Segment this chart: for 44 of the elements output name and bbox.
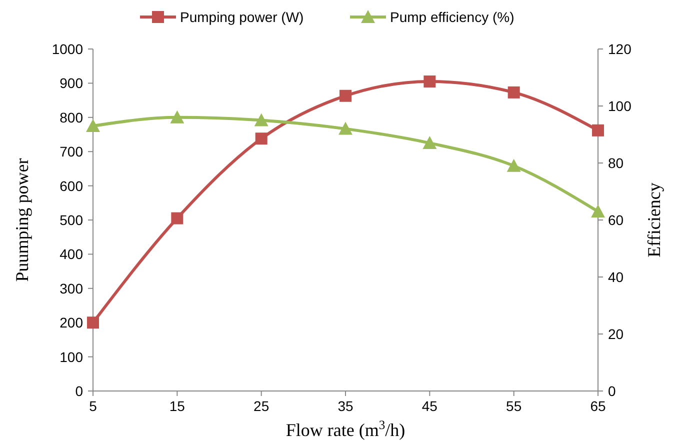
- point: [340, 90, 352, 102]
- point: [591, 204, 605, 218]
- x-tick-label: 45: [422, 398, 438, 414]
- y2-tick-label: 0: [608, 383, 616, 399]
- legend-label: Pump efficiency (%): [390, 9, 514, 25]
- y-tick-label: 400: [60, 246, 84, 262]
- y2-tick-label: 80: [608, 155, 624, 171]
- y-tick-label: 600: [60, 178, 84, 194]
- point: [338, 122, 352, 135]
- y2-tick-label: 100: [608, 98, 632, 114]
- x-tick-label: 55: [506, 398, 522, 414]
- x-tick-label: 65: [590, 398, 606, 414]
- point: [87, 316, 99, 329]
- x-tick-label: 25: [254, 398, 270, 414]
- point: [255, 132, 268, 145]
- x-tick-label: 35: [338, 398, 354, 414]
- y-tick-label: 900: [60, 75, 84, 92]
- y2-tick-label: 120: [608, 41, 632, 57]
- y-axis-title: Puumping power: [12, 158, 32, 282]
- point: [592, 124, 604, 136]
- y-tick-label: 700: [60, 144, 84, 160]
- point: [170, 110, 184, 124]
- point: [508, 86, 520, 98]
- y-tick-label: 100: [60, 348, 84, 365]
- x-tick-label: 15: [169, 398, 186, 414]
- y-tick-label: 200: [60, 314, 84, 331]
- y2-tick-label: 60: [608, 212, 624, 228]
- y-tick-label: 300: [60, 280, 84, 296]
- point: [254, 113, 268, 126]
- y2-tick-label: 40: [608, 269, 624, 285]
- x-tick-label: 5: [89, 398, 98, 414]
- point: [424, 75, 436, 88]
- y2-axis-title: Efficiency: [644, 182, 664, 258]
- y-tick-label: 0: [75, 383, 84, 399]
- point: [171, 212, 184, 224]
- legend-label: Pumping power (W): [180, 9, 304, 25]
- y2-tick-label: 20: [608, 326, 624, 342]
- y-tick-label: 1000: [52, 41, 84, 57]
- x-axis-title: Flow rate (m$^{3}$/h): [286, 418, 406, 440]
- point: [86, 118, 100, 132]
- y-tick-label: 500: [60, 212, 84, 228]
- point: [422, 136, 437, 150]
- y-tick-label: 800: [60, 109, 84, 126]
- point: [506, 158, 521, 172]
